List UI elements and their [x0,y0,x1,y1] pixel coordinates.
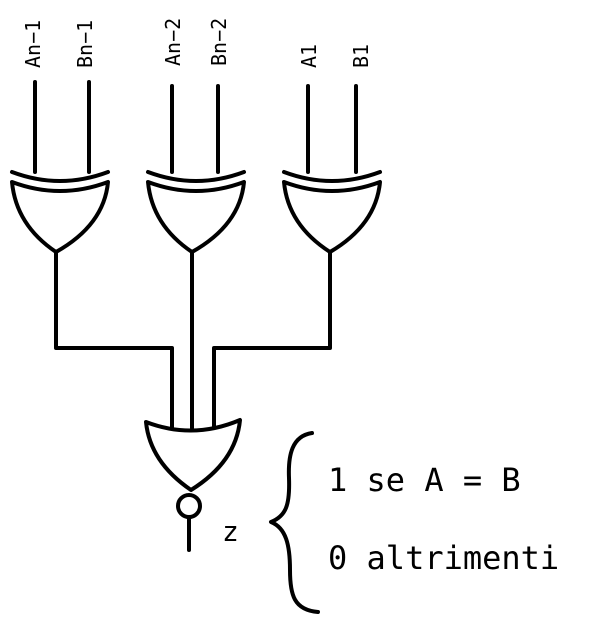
output-label-z: z [222,515,239,548]
xor-gate-3 [282,170,382,254]
case-otherwise-text: 0 altrimenti [328,539,559,577]
input-label-bn2: Bn−2 [207,18,231,66]
wire-xor3-to-nor [212,250,332,430]
input-label-bn1: Bn−1 [73,20,97,68]
nor-gate [144,418,242,519]
input-label-b1: B1 [349,44,373,68]
input-label-an1: An−1 [21,20,45,68]
xor-gate-2 [146,170,246,254]
curly-brace [269,431,320,614]
nor-inversion-bubble [176,493,202,519]
input-label-an2: An−2 [161,18,185,66]
input-label-a1: A1 [297,44,321,68]
wire-xor1-to-nor [54,250,174,430]
case-equal-text: 1 se A = B [328,461,521,499]
xor-gate-1 [10,170,110,254]
